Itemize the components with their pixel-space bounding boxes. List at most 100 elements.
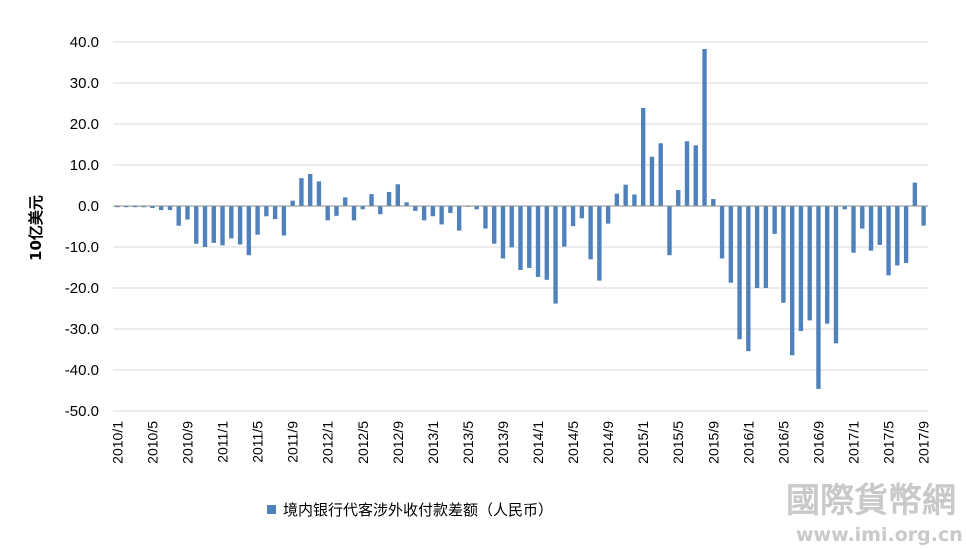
- bar: [553, 206, 558, 304]
- y-tick-label: 30.0: [70, 75, 99, 92]
- bar: [430, 206, 436, 217]
- bar: [211, 206, 216, 243]
- bar: [781, 206, 786, 303]
- bar: [194, 206, 199, 244]
- bar: [492, 206, 497, 244]
- bar: [763, 206, 769, 288]
- bar: [518, 206, 523, 270]
- x-tick-label: 2017/1: [846, 421, 862, 464]
- x-tick-label: 2014/9: [600, 421, 616, 464]
- bar: [474, 206, 479, 210]
- bar: [150, 206, 155, 209]
- bar: [237, 206, 243, 245]
- bar: [605, 206, 611, 224]
- bar: [316, 181, 322, 206]
- bar: [825, 206, 830, 324]
- bar: [614, 193, 620, 206]
- bar: [351, 206, 357, 221]
- bar: [860, 206, 865, 229]
- x-axis-tick-labels: 2010/1 2010/5 2010/9 2011/1 2011/5 2011/9 2012…: [109, 421, 931, 464]
- x-tick-label: 2012/5: [355, 421, 371, 464]
- y-axis-tick-labels: 40.0 30.0 20.0 10.0 0.0 -10.0 -20.0 -30.0 -40.0 -…: [65, 34, 99, 420]
- bar: [281, 206, 287, 236]
- watermark: 國際貨幣網 www.imi.org.cn: [786, 481, 963, 546]
- watermark-url: www.imi.org.cn: [796, 524, 963, 546]
- y-tick-label: -20.0: [65, 280, 99, 297]
- bar: [676, 190, 681, 206]
- x-tick-label: 2013/5: [460, 421, 476, 464]
- bar: [386, 192, 392, 206]
- bar: [632, 194, 637, 206]
- bar: [509, 206, 514, 248]
- bar: [693, 145, 698, 206]
- bar: [903, 206, 909, 263]
- bar: [334, 206, 339, 216]
- bar: [579, 206, 585, 219]
- bar: [176, 206, 181, 226]
- bar: [588, 206, 593, 260]
- x-tick-label: 2014/1: [530, 421, 546, 464]
- x-tick-label: 2010/9: [179, 421, 195, 464]
- bar: [807, 206, 812, 321]
- bar: [597, 206, 602, 281]
- x-tick-label: 2017/9: [916, 421, 932, 464]
- bar: [772, 206, 777, 234]
- bar: [299, 178, 304, 206]
- bar: [115, 206, 120, 208]
- bar: [255, 206, 260, 235]
- bar: [360, 206, 365, 210]
- y-tick-label: -50.0: [65, 403, 99, 420]
- bar: [640, 108, 646, 206]
- bar: [413, 206, 418, 211]
- bar: [369, 194, 374, 206]
- bar: [658, 143, 663, 206]
- x-tick-label: 2012/9: [390, 421, 406, 464]
- x-tick-label: 2016/5: [775, 421, 791, 464]
- bar: [842, 206, 847, 210]
- bar: [912, 182, 918, 206]
- y-tick-label: 20.0: [70, 116, 99, 133]
- bar: [544, 206, 549, 280]
- bar: [159, 206, 164, 211]
- bar: [343, 197, 348, 206]
- bar: [202, 206, 208, 247]
- bar: [123, 206, 129, 208]
- x-tick-label: 2014/5: [565, 421, 581, 464]
- bar: [229, 206, 234, 239]
- x-tick-label: 2010/1: [109, 421, 125, 464]
- bar: [719, 206, 725, 259]
- bar: [746, 206, 751, 352]
- bar: [798, 206, 804, 332]
- bar: [141, 206, 146, 208]
- bar: [667, 206, 672, 256]
- bar-series: [115, 48, 926, 389]
- bar: [167, 206, 173, 211]
- bar: [500, 206, 506, 259]
- x-tick-label: 2011/5: [250, 421, 266, 463]
- bar: [702, 48, 707, 206]
- x-tick-label: 2016/1: [740, 421, 756, 464]
- legend: 境内银行代客涉外收付款差额（人民币）: [267, 501, 553, 519]
- bar: [421, 206, 427, 221]
- bar: [649, 156, 655, 206]
- bar: [448, 206, 453, 213]
- x-tick-label: 2016/9: [810, 421, 826, 464]
- bar: [868, 206, 874, 251]
- x-tick-label: 2011/1: [215, 421, 231, 463]
- bar: [833, 206, 839, 344]
- bar: [272, 206, 278, 220]
- y-axis-label: 10亿美元: [27, 195, 45, 261]
- bar: [816, 206, 821, 389]
- x-tick-label: 2015/5: [670, 421, 686, 464]
- bar: [737, 206, 742, 340]
- bar: [290, 200, 295, 206]
- bar: [877, 206, 882, 245]
- bar: [711, 199, 716, 206]
- y-tick-label: -40.0: [65, 362, 99, 379]
- x-tick-label: 2015/9: [705, 421, 721, 464]
- x-tick-label: 2011/9: [285, 421, 301, 463]
- bar: [728, 206, 734, 283]
- y-tick-label: -30.0: [65, 321, 99, 338]
- bar: [754, 206, 760, 288]
